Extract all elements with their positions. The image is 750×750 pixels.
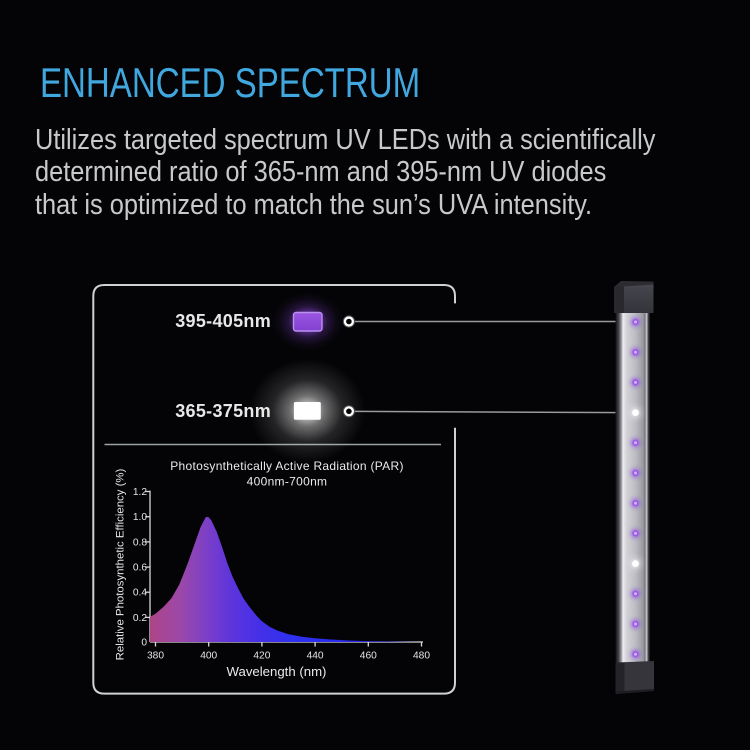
svg-text:400nm-700nm: 400nm-700nm [247, 475, 328, 489]
svg-text:Relative Photosynthetic Effici: Relative Photosynthetic Efficiency (%) [115, 468, 127, 660]
svg-text:0: 0 [141, 637, 147, 648]
svg-text:0.4: 0.4 [133, 588, 147, 599]
svg-text:Wavelength (nm): Wavelength (nm) [227, 664, 327, 679]
svg-text:0.2: 0.2 [133, 613, 147, 624]
svg-text:0.6: 0.6 [133, 563, 147, 574]
svg-text:480: 480 [413, 651, 430, 662]
svg-text:420: 420 [253, 651, 270, 662]
svg-text:400: 400 [200, 651, 217, 662]
svg-text:460: 460 [360, 651, 377, 662]
svg-text:380: 380 [147, 651, 164, 662]
svg-text:Photosynthetically Active Radi: Photosynthetically Active Radiation (PAR… [170, 459, 404, 473]
svg-text:440: 440 [307, 651, 324, 662]
svg-text:1.0: 1.0 [133, 512, 147, 523]
svg-text:1.2: 1.2 [133, 487, 147, 498]
svg-text:0.8: 0.8 [133, 537, 147, 548]
